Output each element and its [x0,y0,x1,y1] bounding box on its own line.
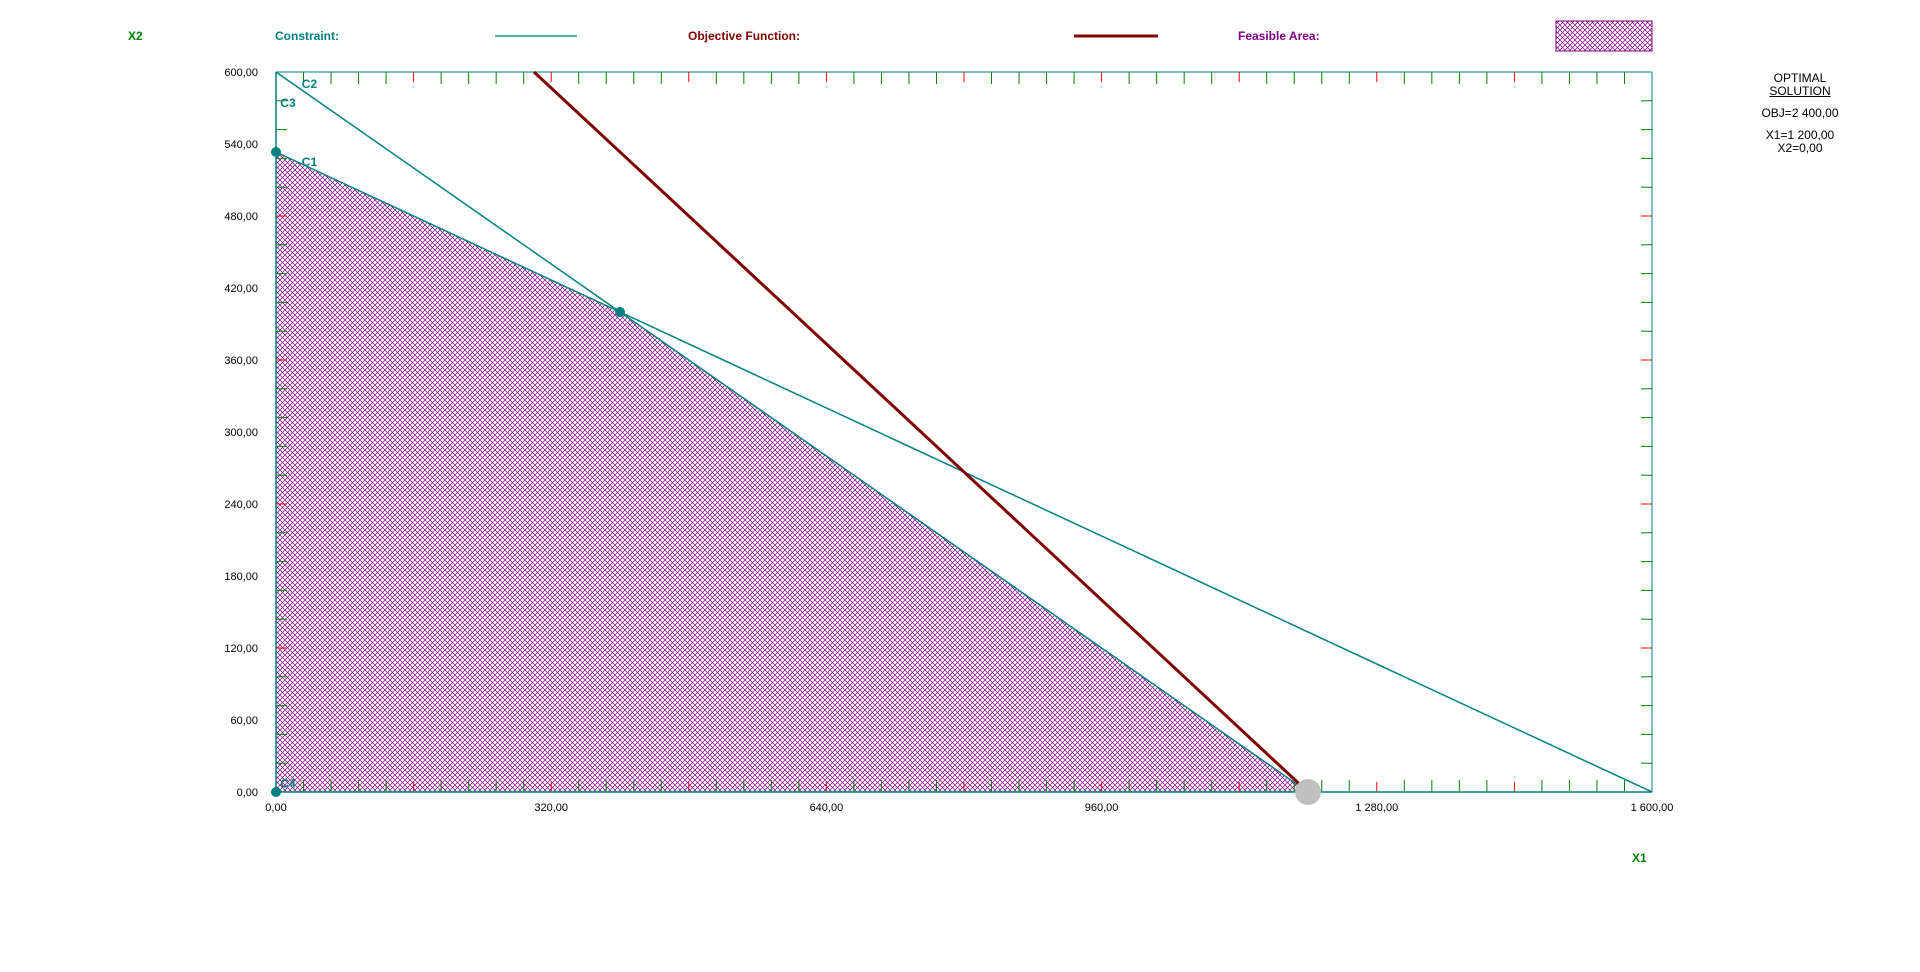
y-tick-label: 300,00 [224,427,258,439]
feasible-region [276,152,1308,792]
y-tick-label: 480,00 [224,211,258,223]
solution-objective-value: OBJ=2 400,00 [1761,106,1839,120]
axis-ticks [276,72,1652,792]
y-tick-label: 240,00 [224,499,258,511]
y-tick-label: 0,00 [237,787,258,799]
constraint-label-c1: C1 [302,155,318,169]
y-tick-label: 60,00 [230,715,258,727]
solution-title-line2: SOLUTION [1769,84,1831,98]
legend-constraint-label: Constraint: [275,29,339,43]
constraint-label-c2: C2 [302,77,318,91]
objective-line [532,70,1310,794]
legend-feasible-label: Feasible Area: [1238,29,1320,43]
legend-objective-label: Objective Function: [688,29,800,43]
optimal-point [1295,779,1321,805]
y-tick-label: 120,00 [224,643,258,655]
solution-title-line1: OPTIMAL [1773,71,1827,85]
y-axis-title: X2 [128,29,143,43]
x-tick-label: 960,00 [1085,802,1119,814]
constraint-label-c3: C3 [280,96,296,110]
legend-feasible-swatch [1555,20,1653,52]
constraint-label-c4: C4 [280,777,296,791]
y-tick-label: 420,00 [224,283,258,295]
y-tick-label: 540,00 [224,139,258,151]
x-tick-label: 1 600,00 [1631,802,1674,814]
tick-labels: 0,00 320,00 640,00 960,00 1 280,00 1 600,00 0,… [224,67,1673,814]
x-tick-label: 1 280,00 [1355,802,1398,814]
x-tick-label: 640,00 [810,802,844,814]
vertex-point [271,147,281,158]
vertex-point [615,307,625,317]
x-tick-label: 320,00 [534,802,568,814]
y-tick-label: 180,00 [224,571,258,583]
vertex-points [271,147,625,797]
x-tick-label: 0,00 [265,802,286,814]
y-tick-label: 600,00 [224,67,258,79]
y-tick-label: 360,00 [224,355,258,367]
vertex-point [271,787,281,797]
constraint-line-c2 [275,71,1309,793]
optimal-solution-panel: OPTIMAL SOLUTION OBJ=2 400,00 X1=1 200,0… [1700,72,1900,155]
solution-x1-value: X1=1 200,00 [1765,128,1835,142]
solution-x2-value: X2=0,00 [1777,141,1823,155]
x-axis-title: X1 [1632,851,1647,865]
